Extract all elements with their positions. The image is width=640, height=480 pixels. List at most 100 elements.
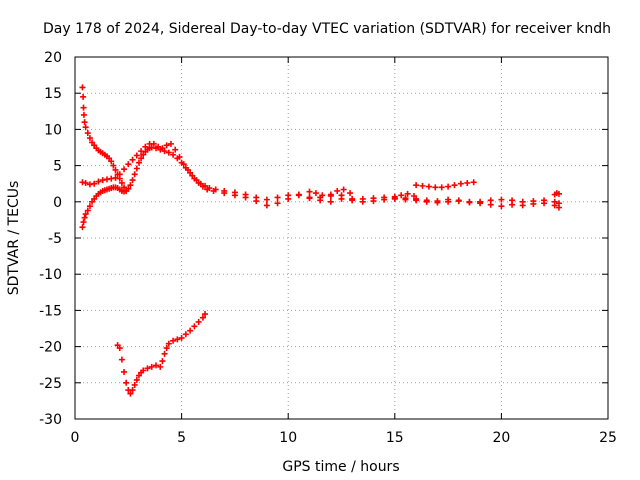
data-point [445, 183, 452, 190]
y-tick-label: 20 [44, 50, 62, 66]
data-point [487, 197, 494, 204]
y-tick-label: -30 [39, 412, 62, 428]
data-point [144, 365, 151, 372]
data-point [274, 194, 281, 201]
data-point [81, 119, 88, 126]
data-point [159, 145, 166, 152]
data-point [121, 368, 128, 375]
data-point [116, 171, 123, 178]
data-point [206, 185, 213, 192]
data-point [419, 182, 426, 189]
data-point [86, 203, 93, 210]
y-tick-label: 10 [44, 122, 62, 138]
data-point [327, 198, 334, 205]
data-point [187, 327, 194, 334]
data-point [80, 104, 87, 111]
data-point [129, 387, 136, 394]
data-point [391, 195, 398, 202]
data-point [306, 195, 313, 202]
data-point [295, 191, 302, 198]
data-point [142, 143, 149, 150]
x-tick-label: 10 [279, 430, 297, 446]
x-tick-label: 0 [71, 430, 80, 446]
data-point [263, 202, 270, 209]
data-point [191, 323, 198, 330]
data-point [133, 152, 140, 159]
data-point [551, 198, 558, 205]
data-point [359, 195, 366, 202]
y-tick-label: -25 [39, 376, 62, 392]
data-point [125, 185, 132, 192]
data-point [133, 376, 140, 383]
data-point [498, 196, 505, 203]
data-point [199, 314, 206, 321]
data-point [451, 182, 458, 189]
data-point [167, 140, 174, 147]
data-point [466, 199, 473, 206]
data-point [319, 192, 326, 199]
data-point [425, 183, 432, 190]
data-point [138, 155, 145, 162]
data-point [184, 166, 191, 173]
data-point [155, 143, 162, 150]
data-point [116, 345, 123, 352]
y-axis-label: SDTVAR / TECUs [6, 181, 22, 296]
data-point [195, 318, 202, 325]
y-tick-label: -5 [48, 231, 62, 247]
data-point [202, 182, 209, 189]
data-point [202, 311, 209, 318]
data-point [125, 161, 132, 168]
data-point [118, 179, 125, 186]
data-point [455, 197, 462, 204]
series-upper-segment-16-19 [413, 179, 477, 191]
data-point [80, 219, 87, 226]
axis-ticks [74, 56, 609, 420]
data-point [82, 124, 89, 131]
data-point [82, 179, 89, 186]
data-point [212, 186, 219, 193]
data-point [95, 178, 102, 185]
data-point [131, 381, 138, 388]
chart-title: Day 178 of 2024, Sidereal Day-to-day VTE… [43, 21, 611, 37]
data-point [555, 200, 562, 207]
data-points [79, 84, 562, 397]
data-point [541, 197, 548, 204]
data-point [163, 142, 170, 149]
data-point [127, 182, 134, 189]
series-high-curve-descending [79, 84, 130, 194]
data-point [285, 192, 292, 199]
series-bumps-cluster [306, 186, 417, 202]
data-point [398, 192, 405, 199]
data-point [477, 198, 484, 205]
series-negative-branch [114, 311, 209, 397]
data-point [112, 166, 119, 173]
data-point [118, 356, 125, 363]
data-point [121, 166, 128, 173]
data-point [340, 186, 347, 193]
data-point [432, 184, 439, 191]
data-point [530, 198, 537, 205]
data-point [127, 390, 134, 397]
data-point [129, 156, 136, 163]
data-point [110, 162, 117, 169]
data-point [170, 337, 177, 344]
data-point [327, 193, 334, 200]
series-end-blip [551, 190, 562, 198]
data-point [172, 146, 179, 153]
data-point [157, 363, 164, 370]
data-point [159, 358, 166, 365]
data-point [197, 180, 204, 187]
y-tick-label: 15 [44, 86, 62, 102]
data-point [81, 214, 88, 221]
x-tick-label: 20 [492, 430, 510, 446]
y-tick-label: -20 [39, 340, 62, 356]
data-point [263, 196, 270, 203]
data-point [498, 203, 505, 210]
y-tick-label: 5 [53, 159, 62, 175]
data-point [349, 195, 356, 202]
y-tick-label: -10 [39, 267, 62, 283]
data-point [381, 194, 388, 201]
data-point [470, 179, 477, 186]
y-tick-label: 0 [53, 195, 62, 211]
